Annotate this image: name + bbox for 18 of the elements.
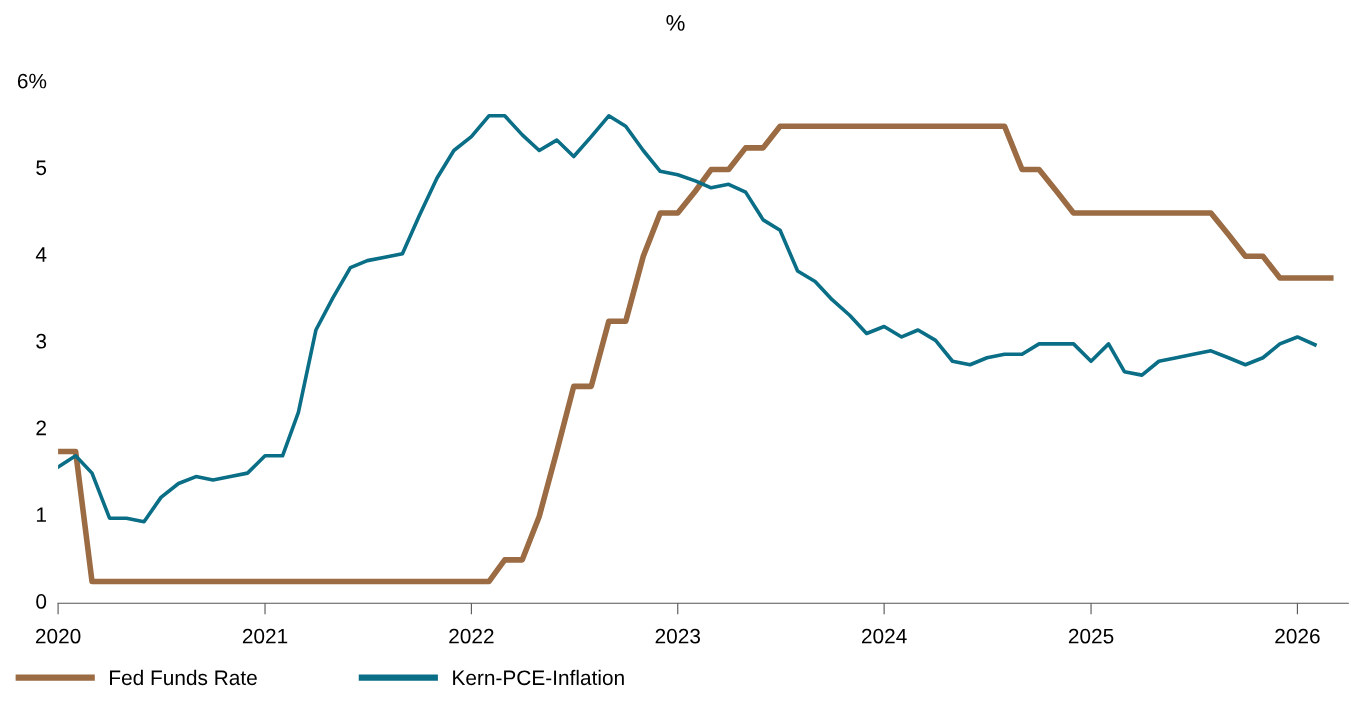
line-series [58, 113, 1317, 524]
x-tick-label: 2020 [35, 628, 81, 644]
y-tick-label: 3 [36, 333, 47, 349]
y-tick-label: 5 [36, 160, 47, 176]
x-tick-label: 2025 [1068, 628, 1114, 644]
y-tick-label: 0 [36, 594, 47, 609]
x-tick-label: 2021 [242, 628, 288, 644]
x-tick-label: 2023 [655, 628, 701, 644]
y-tick-label: 2 [36, 420, 46, 436]
x-tick-label: 2026 [1275, 628, 1320, 644]
x-tick-label: 2022 [449, 628, 494, 644]
y-tick-label: 6% [17, 73, 47, 89]
y-tick-label: 1 [36, 507, 46, 522]
chart-title: % [666, 15, 685, 31]
legend-label: Fed Funds Rate [110, 669, 257, 686]
y-tick-label: 4 [35, 247, 47, 262]
legend-label: Kern-PCE-Inflation [453, 669, 624, 686]
x-tick-label: 2024 [862, 628, 907, 644]
